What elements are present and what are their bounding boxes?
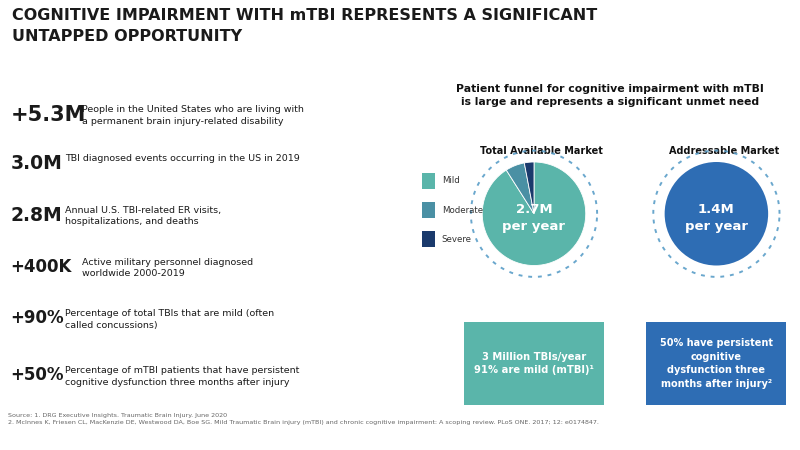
Text: +50%: +50%: [10, 366, 64, 384]
Wedge shape: [524, 162, 534, 214]
Text: +400K: +400K: [10, 257, 72, 275]
Text: 3 Million TBIs/year
91% are mild (mTBI)¹: 3 Million TBIs/year 91% are mild (mTBI)¹: [474, 351, 594, 375]
Text: Percentage of total TBIs that are mild (often
called concussions): Percentage of total TBIs that are mild (…: [65, 310, 274, 330]
Text: 1.4M
per year: 1.4M per year: [685, 203, 748, 233]
Text: 2.7M
per year: 2.7M per year: [502, 203, 566, 233]
Text: Patient funnel for cognitive impairment with mTBI
is large and represents a sign: Patient funnel for cognitive impairment …: [456, 84, 764, 107]
Text: Mild: Mild: [442, 176, 459, 185]
Text: +5.3M: +5.3M: [10, 105, 86, 125]
Text: TBI diagnosed events occurring in the US in 2019: TBI diagnosed events occurring in the US…: [65, 154, 300, 163]
Text: Annual U.S. TBI-related ER visits,
hospitalizations, and deaths: Annual U.S. TBI-related ER visits, hospi…: [65, 206, 222, 226]
Wedge shape: [482, 162, 586, 266]
Circle shape: [665, 162, 768, 266]
Text: 50% have persistent
cognitive
dysfunction three
months after injury²: 50% have persistent cognitive dysfunctio…: [660, 338, 773, 389]
Text: COGNITIVE IMPAIRMENT WITH mTBI REPRESENTS A SIGNIFICANT
UNTAPPED OPPORTUNITY: COGNITIVE IMPAIRMENT WITH mTBI REPRESENT…: [12, 8, 598, 44]
Polygon shape: [682, 320, 751, 327]
Text: Total Available Market: Total Available Market: [480, 146, 603, 156]
FancyBboxPatch shape: [422, 231, 434, 248]
Polygon shape: [499, 320, 569, 327]
FancyBboxPatch shape: [643, 320, 789, 407]
Text: Active military personnel diagnosed
worldwide 2000-2019: Active military personnel diagnosed worl…: [82, 257, 253, 278]
FancyBboxPatch shape: [422, 202, 434, 218]
Wedge shape: [506, 163, 534, 214]
Text: +90%: +90%: [10, 310, 64, 328]
Text: 2.8M: 2.8M: [10, 206, 62, 225]
Text: Source: 1. DRG Executive Insights. Traumatic Brain Injury. June 2020
2. McInnes : Source: 1. DRG Executive Insights. Traum…: [8, 413, 599, 425]
FancyBboxPatch shape: [461, 320, 606, 407]
Text: Moderate: Moderate: [442, 206, 483, 215]
Text: Severe: Severe: [442, 235, 472, 244]
Text: 3.0M: 3.0M: [10, 154, 62, 173]
Text: Addressable Market: Addressable Market: [669, 146, 779, 156]
Text: Percentage of mTBI patients that have persistent
cognitive dysfunction three mon: Percentage of mTBI patients that have pe…: [65, 366, 299, 387]
FancyBboxPatch shape: [422, 173, 434, 189]
Text: People in the United States who are living with
a permanent brain injury-related: People in the United States who are livi…: [82, 105, 304, 126]
